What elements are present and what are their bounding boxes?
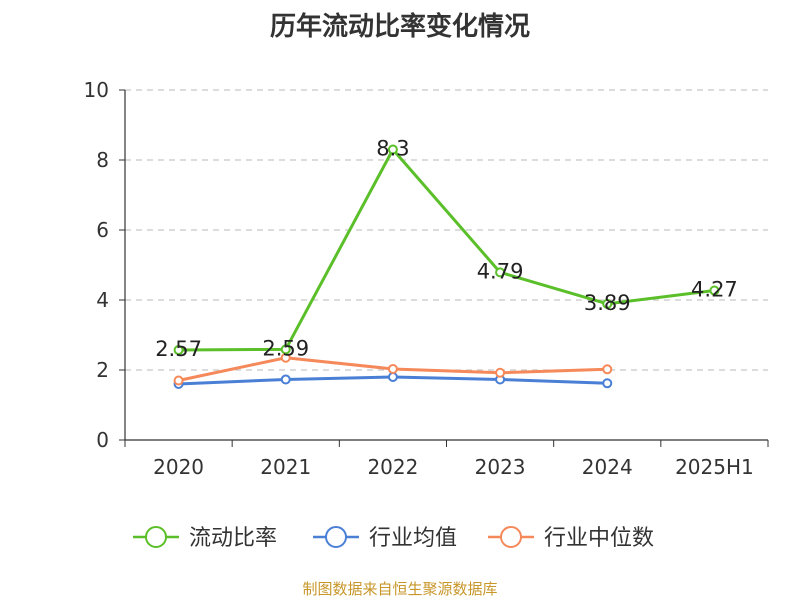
grid-lines [125, 89, 768, 371]
legend-label: 行业中位数 [544, 526, 654, 551]
series-line [178, 148, 715, 352]
y-tick-label: 10 [84, 78, 109, 102]
legend-marker [325, 526, 347, 548]
y-tick-label: 8 [96, 148, 109, 172]
x-tick-label: 2024 [582, 455, 633, 479]
source-note: 制图数据来自恒生聚源数据库 [302, 580, 498, 598]
data-point [173, 375, 184, 386]
legend-marker [500, 526, 522, 548]
y-tick-label: 6 [96, 218, 109, 242]
x-tick-label: 2025H1 [675, 455, 754, 479]
data-label: 2.59 [262, 336, 309, 360]
legend-label: 流动比率 [189, 526, 277, 551]
y-tick-label: 2 [96, 358, 109, 382]
data-point [709, 285, 720, 296]
data-point [495, 367, 506, 378]
data-labels: 2.57 2.59 8.3 4.79 3.89 4.27 [155, 137, 738, 362]
data-point [280, 344, 291, 355]
x-tick-label: 2021 [260, 455, 311, 479]
y-tick-label: 0 [96, 428, 109, 452]
data-point [387, 363, 398, 374]
legend-marker [145, 526, 167, 548]
data-point [280, 374, 291, 385]
x-tick-label: 2022 [367, 455, 418, 479]
legend: 流动比率 行业均值 行业中位数 [133, 526, 654, 551]
data-point [602, 364, 613, 375]
data-point [495, 267, 506, 278]
data-point [602, 378, 613, 389]
data-label: 4.79 [477, 259, 524, 283]
y-tick-label: 4 [96, 288, 109, 312]
data-label: 4.27 [691, 278, 738, 302]
data-label: 3.89 [584, 291, 631, 315]
data-point [173, 345, 184, 356]
series-lines [173, 144, 720, 389]
data-point [387, 372, 398, 382]
x-tick-label: 2023 [475, 455, 526, 479]
data-point [602, 298, 613, 309]
data-point [387, 144, 398, 155]
axes: 0 2 4 6 8 10 2020 2021 2022 2023 2024 2025H1 [84, 78, 769, 479]
x-tick-label: 2020 [153, 455, 204, 479]
data-label: 2.57 [155, 337, 202, 361]
legend-label: 行业均值 [369, 526, 457, 551]
data-label: 8.3 [376, 137, 409, 161]
chart-title: 历年流动比率变化情况 [269, 12, 530, 42]
